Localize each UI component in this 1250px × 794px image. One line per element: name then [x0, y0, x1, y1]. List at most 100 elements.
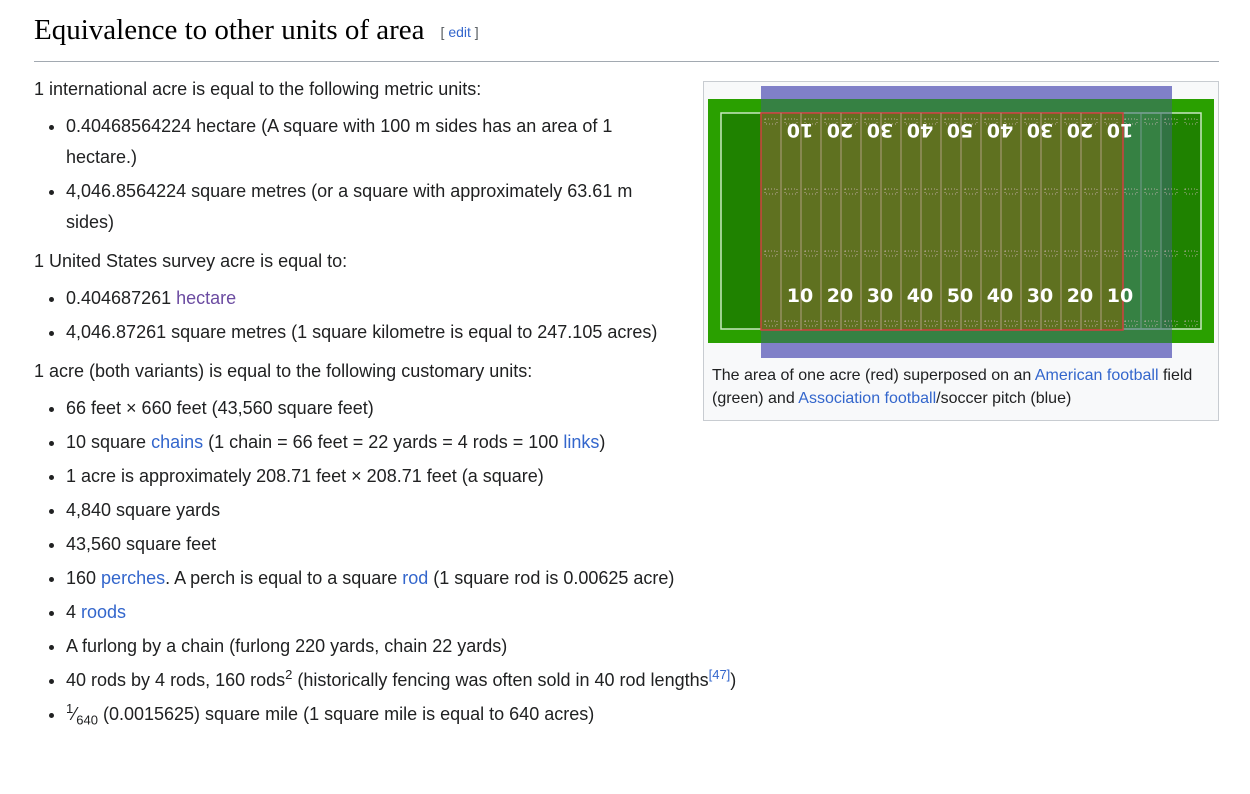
hash-marks — [784, 188, 798, 195]
hash-marks — [804, 188, 818, 195]
hash-marks — [1004, 320, 1018, 327]
hash-marks — [1084, 320, 1098, 327]
text: (0.0015625) square mile (1 square mile i… — [97, 704, 595, 724]
hectare-link[interactable]: hectare — [176, 288, 237, 308]
hash-marks — [784, 250, 798, 257]
soccer-pitch-bottom — [761, 343, 1172, 358]
hash-marks — [1184, 118, 1198, 125]
hash-marks — [884, 250, 898, 257]
hash-marks — [984, 188, 998, 195]
list-item: 1⁄640 (0.0015625) square mile (1 square … — [66, 699, 684, 730]
slash: ⁄ — [73, 704, 77, 724]
text: ) — [730, 670, 737, 690]
hash-marks — [1164, 250, 1178, 257]
hash-marks — [764, 250, 778, 257]
hash-marks — [764, 118, 778, 125]
list-item: 4 roods — [66, 597, 684, 628]
roods-link[interactable]: roods — [81, 602, 127, 622]
hash-marks — [884, 320, 898, 327]
links-link[interactable]: links — [563, 432, 600, 452]
perches-link[interactable]: perches — [101, 568, 166, 588]
hash-marks — [844, 320, 858, 327]
hash-marks — [904, 250, 918, 257]
hash-marks — [1104, 250, 1118, 257]
text: . A perch is equal to a square — [165, 568, 403, 588]
acre-comparison-image[interactable]: 10 10 20 20 30 30 40 40 50 50 40 40 30 30 20 20 10 10 — [708, 86, 1214, 358]
hash-marks — [1184, 188, 1198, 195]
heading-title: Equivalence to other units of area — [34, 14, 425, 46]
soccer-pitch-top — [761, 86, 1172, 99]
hash-marks — [1124, 320, 1138, 327]
list-item: 10 square chains (1 chain = 66 feet = 22… — [66, 427, 684, 458]
hash-marks — [1004, 250, 1018, 257]
endzone-left — [721, 113, 761, 329]
hash-marks — [864, 188, 878, 195]
rod-link[interactable]: rod — [402, 568, 429, 588]
hash-marks — [1024, 188, 1038, 195]
yard-number-inverted: 30 — [1027, 119, 1053, 141]
yard-number: 10 — [787, 285, 813, 307]
section-heading: Equivalence to other units of area [ edit… — [34, 14, 479, 47]
text: /soccer pitch (blue) — [936, 390, 1072, 407]
text: (historically fencing was often sold in … — [292, 670, 709, 690]
reference-47-link[interactable]: [47] — [708, 667, 731, 682]
hash-marks — [884, 118, 898, 125]
hash-marks — [1164, 118, 1178, 125]
edit-link[interactable]: edit — [448, 24, 471, 41]
chains-link[interactable]: chains — [151, 432, 204, 452]
hash-marks — [1044, 188, 1058, 195]
intro-us: 1 United States survey acre is equal to: — [34, 251, 348, 271]
hash-marks — [924, 320, 938, 327]
heading-divider — [34, 61, 1219, 62]
list-item: 160 perches. A perch is equal to a squar… — [66, 563, 684, 594]
hash-marks — [1124, 250, 1138, 257]
hash-marks — [824, 250, 838, 257]
hash-marks — [1104, 188, 1118, 195]
hash-marks — [1124, 188, 1138, 195]
hash-marks — [764, 320, 778, 327]
hash-marks — [964, 188, 978, 195]
list-item: 4,046.8564224 square metres (or a square… — [66, 176, 684, 238]
numerator: 1 — [66, 701, 74, 716]
hash-marks — [924, 250, 938, 257]
yard-number: 40 — [987, 285, 1013, 307]
hash-marks — [1004, 188, 1018, 195]
hash-marks — [864, 250, 878, 257]
list-item: 66 feet × 660 feet (43,560 square feet) — [66, 393, 684, 424]
hash-marks — [804, 118, 818, 125]
hash-marks — [804, 250, 818, 257]
hash-marks — [844, 250, 858, 257]
hash-marks — [1124, 118, 1138, 125]
hash-marks — [1024, 320, 1038, 327]
hash-marks — [944, 188, 958, 195]
text: 160 — [66, 568, 102, 588]
yard-number-inverted: 40 — [907, 119, 933, 141]
edit-section: [ edit ] — [441, 24, 479, 40]
yard-number-inverted: 30 — [867, 119, 893, 141]
hash-marks — [864, 118, 878, 125]
hash-marks — [904, 320, 918, 327]
hash-marks — [1024, 250, 1038, 257]
article-content: 1 international acre is equal to the fol… — [34, 74, 736, 738]
intro-customary: 1 acre (both variants) is equal to the f… — [34, 361, 533, 381]
hash-marks — [924, 118, 938, 125]
american-football-link[interactable]: American football — [1034, 367, 1159, 384]
association-football-link[interactable]: Association football — [798, 390, 937, 407]
hash-marks — [964, 118, 978, 125]
text: (1 chain = 66 feet = 22 yards = 4 rods =… — [203, 432, 564, 452]
text: field (green) and — [712, 367, 1193, 407]
intro-metric: 1 international acre is equal to the fol… — [34, 79, 482, 99]
hash-marks — [964, 250, 978, 257]
hash-marks — [1164, 320, 1178, 327]
hash-marks — [1044, 250, 1058, 257]
hash-marks — [1024, 118, 1038, 125]
yard-number-inverted: 40 — [987, 119, 1013, 141]
hash-marks — [1044, 320, 1058, 327]
text: ) — [599, 432, 606, 452]
yard-number: 40 — [907, 285, 933, 307]
hash-marks — [884, 188, 898, 195]
hash-marks — [1064, 118, 1078, 125]
list-item: 4,046.87261 square metres (1 square kilo… — [66, 317, 684, 348]
list-item: 4,840 square yards — [66, 495, 684, 526]
yard-number-inverted: 10 — [1107, 119, 1133, 141]
